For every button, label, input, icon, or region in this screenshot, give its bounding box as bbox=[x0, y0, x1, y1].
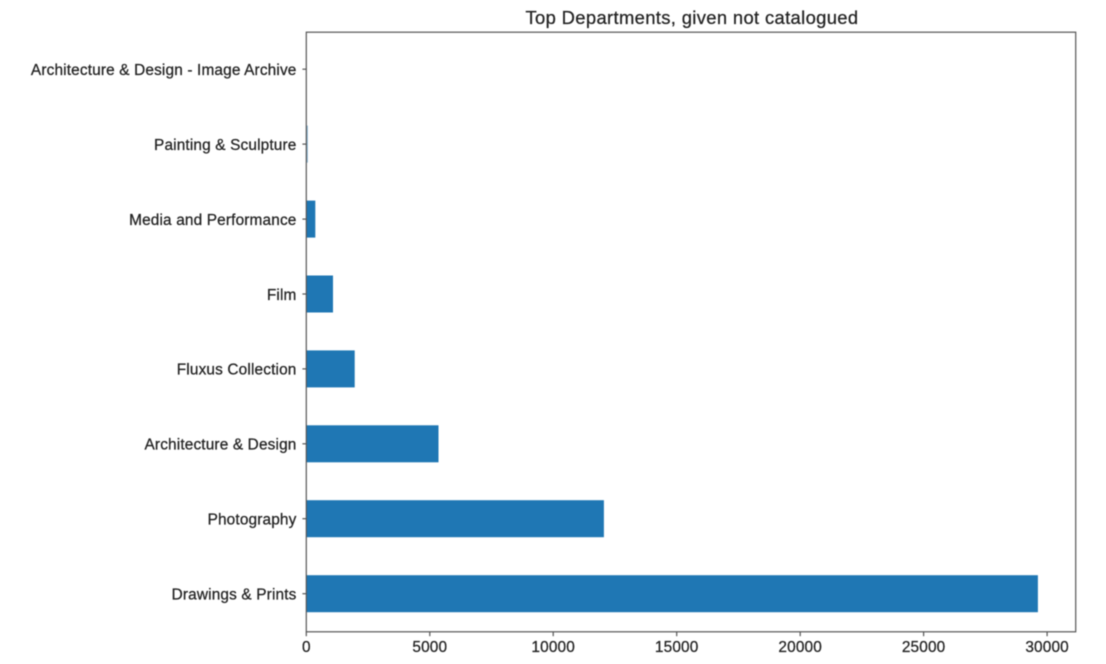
svg-text:25000: 25000 bbox=[902, 639, 946, 656]
svg-text:15000: 15000 bbox=[655, 639, 699, 656]
svg-text:10000: 10000 bbox=[531, 639, 575, 656]
svg-text:Drawings & Prints: Drawings & Prints bbox=[172, 587, 297, 604]
svg-text:Fluxus Collection: Fluxus Collection bbox=[177, 362, 297, 379]
svg-text:Media and Performance: Media and Performance bbox=[129, 212, 296, 229]
svg-text:30000: 30000 bbox=[1025, 639, 1069, 656]
svg-text:Architecture & Design: Architecture & Design bbox=[145, 437, 297, 454]
svg-text:Architecture & Design - Image: Architecture & Design - Image Archive bbox=[31, 62, 297, 79]
svg-text:0: 0 bbox=[302, 639, 311, 656]
svg-text:Film: Film bbox=[267, 287, 297, 304]
svg-text:20000: 20000 bbox=[778, 639, 822, 656]
svg-text:Photography: Photography bbox=[208, 512, 297, 529]
svg-text:Painting & Sculpture: Painting & Sculpture bbox=[154, 137, 296, 154]
svg-text:Top Departments, given not cat: Top Departments, given not catalogued bbox=[526, 7, 859, 28]
svg-text:5000: 5000 bbox=[412, 639, 447, 656]
